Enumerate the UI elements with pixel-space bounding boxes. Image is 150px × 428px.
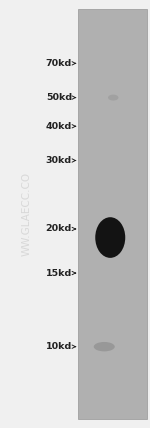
Text: 40kd: 40kd <box>46 122 72 131</box>
Text: 30kd: 30kd <box>46 156 72 165</box>
Text: 20kd: 20kd <box>46 224 72 234</box>
Ellipse shape <box>108 95 119 101</box>
Text: 70kd: 70kd <box>46 59 72 68</box>
Text: 50kd: 50kd <box>46 93 72 102</box>
Text: WW.GLAECC.CO: WW.GLAECC.CO <box>22 172 32 256</box>
Ellipse shape <box>95 217 125 258</box>
Text: 10kd: 10kd <box>46 342 72 351</box>
Text: 15kd: 15kd <box>46 268 72 278</box>
FancyBboxPatch shape <box>78 9 147 419</box>
Ellipse shape <box>94 342 115 351</box>
